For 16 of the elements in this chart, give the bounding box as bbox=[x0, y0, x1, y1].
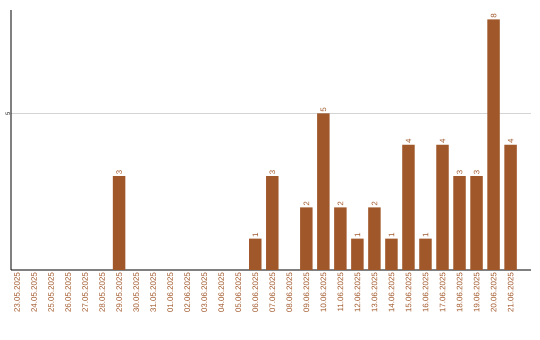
bar bbox=[402, 144, 415, 270]
bar bbox=[385, 238, 398, 270]
bar bbox=[487, 19, 500, 270]
bar bbox=[453, 176, 466, 270]
bar bbox=[249, 238, 262, 270]
bar bbox=[317, 113, 330, 270]
bar bbox=[300, 207, 313, 270]
bar bbox=[334, 207, 347, 270]
bar bbox=[112, 176, 126, 270]
bar bbox=[266, 176, 279, 270]
bar bbox=[436, 144, 449, 270]
bar bbox=[351, 238, 364, 270]
bar bbox=[470, 176, 483, 270]
bar bbox=[368, 207, 381, 270]
bar bbox=[419, 238, 432, 270]
bar bbox=[504, 144, 517, 270]
